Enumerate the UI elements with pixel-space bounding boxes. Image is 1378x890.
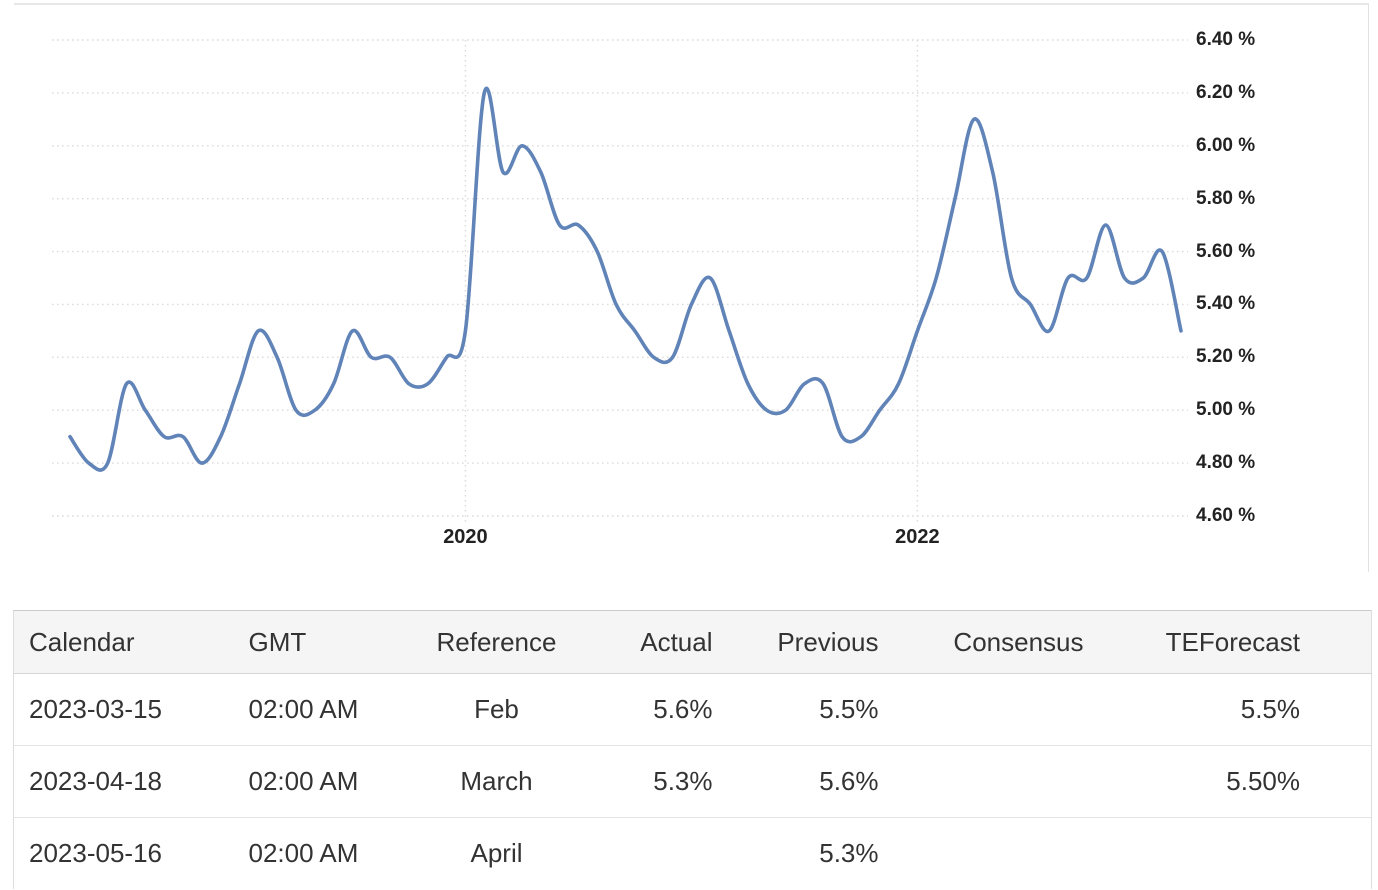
calendar-table-section: Calendar GMT Reference Actual Previous Consen…	[13, 610, 1372, 889]
cell-previous: 5.5%	[819, 694, 879, 724]
cell-gmt: 02:00 AM	[248, 694, 359, 724]
y-axis-tick-label: 5.00 %	[1196, 399, 1256, 421]
cell-consensus	[893, 674, 1098, 746]
cell-reference: March	[430, 745, 563, 818]
y-axis-tick-label: 5.80 %	[1196, 187, 1256, 209]
cell-calendar: 2023-04-18	[13, 745, 234, 818]
y-axis-tick-label: 4.80 %	[1196, 452, 1256, 474]
cell-previous: 5.6%	[726, 745, 893, 818]
table-row[interactable]: 2023-03-15 02:00 AM Feb 5.6% 5.5% 5.5%	[13, 673, 1372, 746]
column-header-reference: Reference	[430, 610, 563, 674]
rate-series-line[interactable]	[68, 86, 1183, 472]
chart-section: 6.40 % 6.20 % 6.00 % 5.80 % 5.60 % 5.40 % 5.20…	[0, 0, 1378, 575]
y-axis-tick-label: 4.60 %	[1196, 505, 1256, 526]
table-row[interactable]: 2023-05-16 02:00 AM April 5.3%	[13, 817, 1372, 889]
cell-previous: 5.3%	[726, 817, 893, 889]
chart-panel-border	[14, 3, 1369, 572]
cell-gmt: 02:00 AM	[233, 817, 431, 889]
column-header-calendar: Calendar	[13, 610, 234, 674]
cell-teforecast: 5.50%	[1097, 745, 1372, 818]
y-axis-tick-label: 6.20 %	[1196, 81, 1256, 103]
calendar-table: Calendar GMT Reference Actual Previous Consen…	[13, 610, 1372, 889]
y-axis-tick-label: 5.20 %	[1196, 346, 1256, 368]
y-axis-tick-label: 6.40 %	[1196, 29, 1256, 50]
column-header-actual: Actual	[562, 610, 727, 674]
cell-gmt: 02:00 AM	[233, 745, 431, 818]
column-header-gmt: GMT	[233, 610, 431, 674]
cell-teforecast	[1097, 817, 1372, 889]
x-axis-tick-label: 2020	[443, 526, 488, 548]
column-header-previous: Previous	[726, 610, 893, 674]
cell-actual	[562, 817, 727, 889]
y-axis-tick-label: 5.40 %	[1196, 293, 1256, 315]
cell-teforecast: 5.5%	[1097, 673, 1372, 746]
cell-calendar: 2023-03-15	[13, 673, 234, 746]
x-axis-tick-label: 2022	[895, 526, 940, 548]
cell-actual: 5.3%	[562, 745, 727, 818]
cell-consensus	[892, 817, 1098, 889]
cell-reference: April	[430, 817, 563, 889]
cell-consensus	[892, 745, 1098, 818]
table-header-row: Calendar GMT Reference Actual Previous Consen…	[13, 610, 1372, 674]
table-row[interactable]: 2023-04-18 02:00 AM March 5.3% 5.6% 5.50%	[13, 745, 1372, 818]
column-header-teforecast: TEForecast	[1097, 610, 1372, 674]
cell-calendar: 2023-05-16	[13, 817, 234, 889]
unemployment-rate-line-chart[interactable]	[0, 0, 1378, 575]
y-axis-tick-label: 6.00 %	[1196, 134, 1256, 156]
cell-reference: Feb	[474, 694, 519, 724]
cell-actual: 5.6%	[653, 694, 713, 724]
column-header-consensus: Consensus	[892, 610, 1098, 674]
y-axis-tick-label: 5.60 %	[1196, 240, 1256, 262]
